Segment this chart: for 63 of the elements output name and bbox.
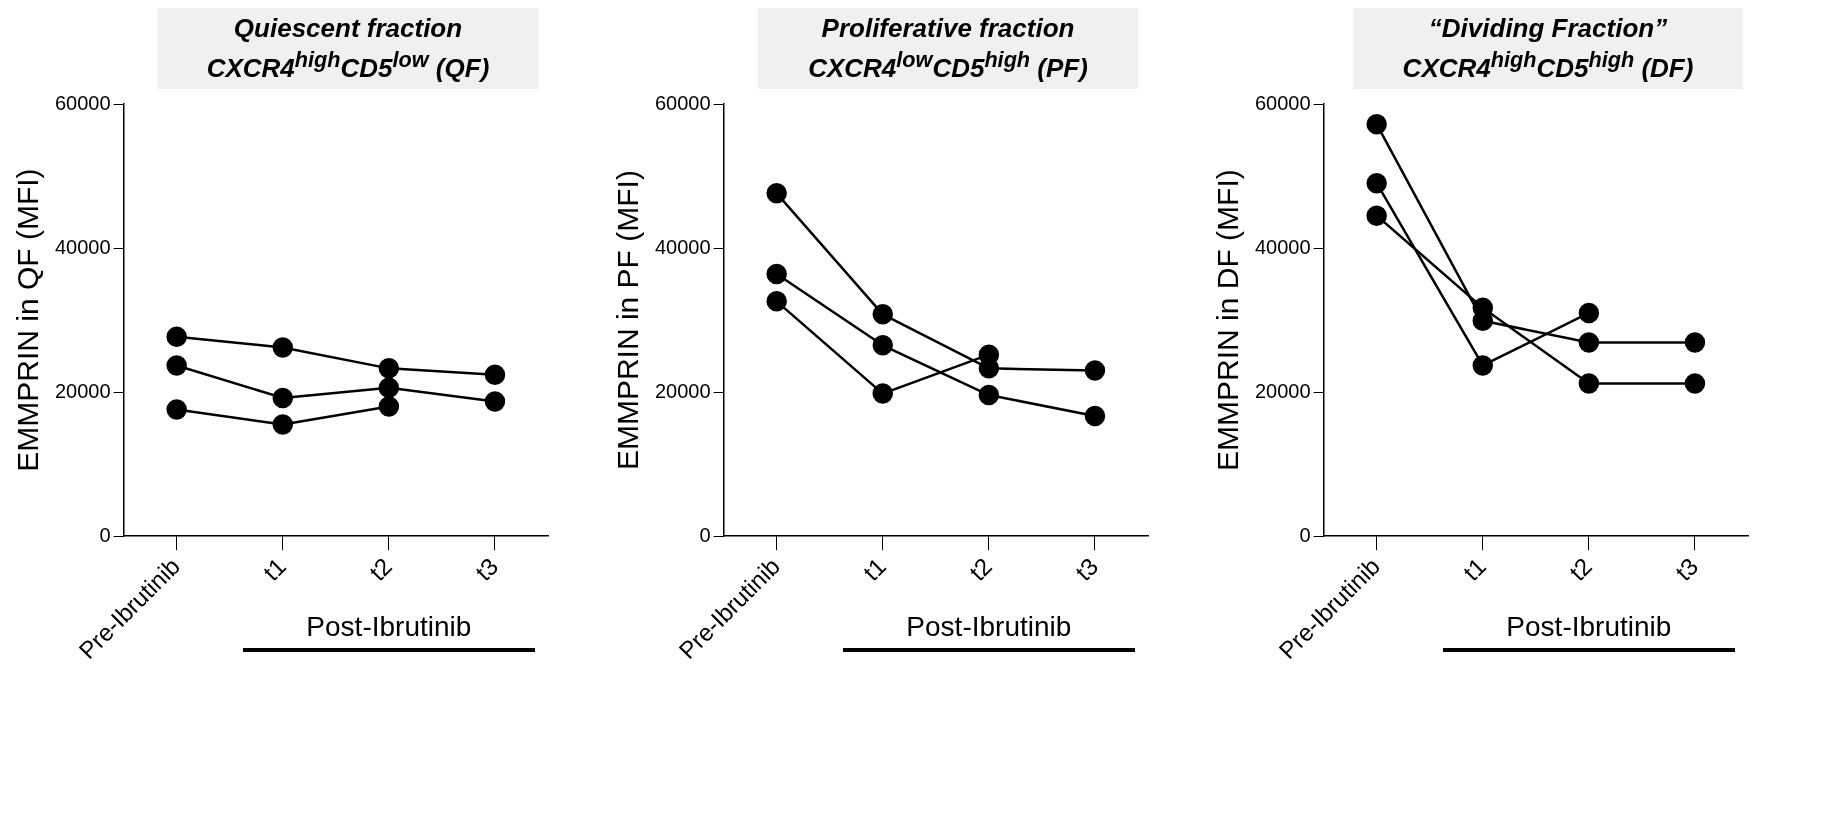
y-axis-title: EMMPRIN in QF (MFI) xyxy=(11,168,45,473)
text: Post-Ibrutinib xyxy=(306,611,472,643)
point xyxy=(378,396,400,418)
y-axis-title: EMMPRIN in DF (MFI) xyxy=(1211,169,1245,472)
point xyxy=(166,326,187,348)
y-tick-label: 40000 xyxy=(654,235,711,258)
point xyxy=(1684,373,1706,394)
y-tick-label: 0 xyxy=(699,523,711,546)
chart-title: “Dividing Fraction” xyxy=(1427,12,1669,45)
point xyxy=(378,358,400,379)
y-tick-label: 60000 xyxy=(654,91,711,114)
y-tick-label: 20000 xyxy=(54,379,111,402)
text: Post-Ibrutinib xyxy=(1506,611,1672,643)
point xyxy=(766,183,787,204)
x-tick-label: t2 xyxy=(363,552,398,587)
chart-subtitle: CXCR4$^{low}$CD5$^{high}$ (PF) xyxy=(808,45,1088,85)
x-tick-label: t1 xyxy=(857,552,891,587)
point xyxy=(484,364,506,386)
chart-subtitle: CXCR4$^{high}$CD5$^{high}$ (DF) xyxy=(1402,45,1694,85)
point xyxy=(272,414,294,436)
y-tick-label: 20000 xyxy=(654,379,711,402)
point xyxy=(1084,360,1106,382)
point xyxy=(872,335,894,356)
point xyxy=(766,264,787,285)
point xyxy=(1472,355,1494,376)
x-tick-label: t1 xyxy=(257,552,291,587)
x-tick-label: t2 xyxy=(1563,552,1598,587)
y-tick-label: 40000 xyxy=(54,235,111,258)
x-tick-label: t3 xyxy=(469,552,504,587)
y-axis-title: EMMPRIN in PF (MFI) xyxy=(611,170,645,471)
point xyxy=(1578,302,1600,324)
point xyxy=(1578,332,1600,353)
chart-subtitle: CXCR4$^{high}$CD5$^{low}$ (QF) xyxy=(206,45,490,85)
x-tick-label: t3 xyxy=(1669,552,1704,587)
point xyxy=(978,358,1000,379)
y-tick-label: 60000 xyxy=(1254,91,1311,114)
x-tick-label: t1 xyxy=(1457,552,1491,587)
point xyxy=(978,385,1000,406)
chart-title: Proliferative fraction xyxy=(820,12,1076,45)
point xyxy=(1366,205,1387,227)
point xyxy=(1578,373,1600,394)
y-tick-label: 20000 xyxy=(1254,379,1311,402)
point xyxy=(872,383,894,405)
x-tick-label: t2 xyxy=(963,552,998,587)
point xyxy=(166,355,187,376)
point xyxy=(484,391,506,412)
y-tick-label: 40000 xyxy=(1254,235,1311,258)
point xyxy=(272,387,294,409)
x-tick-label: t3 xyxy=(1069,552,1104,587)
point xyxy=(766,291,787,312)
point xyxy=(1684,332,1706,353)
y-tick-label: 0 xyxy=(99,523,111,546)
y-tick-label: 60000 xyxy=(54,91,111,114)
point xyxy=(872,304,894,325)
point xyxy=(166,399,187,420)
point xyxy=(1084,405,1106,427)
point xyxy=(272,337,294,358)
point xyxy=(1366,114,1387,135)
point xyxy=(1366,173,1387,194)
point xyxy=(378,377,400,399)
y-tick-label: 0 xyxy=(1299,523,1311,546)
text: Post-Ibrutinib xyxy=(906,611,1072,643)
chart-title: Quiescent fraction xyxy=(232,12,464,45)
